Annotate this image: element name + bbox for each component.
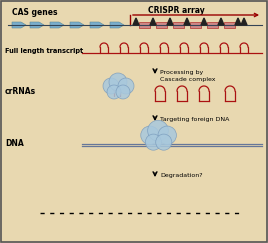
Polygon shape <box>133 18 139 25</box>
Circle shape <box>156 134 172 150</box>
Circle shape <box>158 126 176 144</box>
Text: DNA: DNA <box>5 139 24 148</box>
Polygon shape <box>218 18 224 25</box>
Circle shape <box>109 73 127 91</box>
Circle shape <box>141 126 159 144</box>
Circle shape <box>103 78 119 94</box>
Circle shape <box>148 120 168 141</box>
Polygon shape <box>201 18 207 25</box>
Text: Targeting foreign DNA: Targeting foreign DNA <box>160 117 229 122</box>
FancyArrow shape <box>30 22 44 28</box>
Polygon shape <box>235 18 241 25</box>
Polygon shape <box>241 18 247 25</box>
Bar <box>156 22 167 28</box>
FancyArrow shape <box>50 22 64 28</box>
FancyArrow shape <box>70 22 84 28</box>
Text: crRNAs: crRNAs <box>5 87 36 95</box>
Text: Full length transcript: Full length transcript <box>5 48 83 54</box>
Circle shape <box>118 78 134 94</box>
Bar <box>173 22 184 28</box>
Polygon shape <box>184 18 190 25</box>
FancyArrow shape <box>90 22 104 28</box>
FancyArrow shape <box>12 22 26 28</box>
Circle shape <box>145 134 161 150</box>
Circle shape <box>116 85 130 99</box>
Bar <box>190 22 201 28</box>
Polygon shape <box>150 18 156 25</box>
Bar <box>139 22 150 28</box>
Text: Processing by
Cascade complex: Processing by Cascade complex <box>160 70 215 82</box>
Text: CAS genes: CAS genes <box>12 9 58 17</box>
Bar <box>207 22 218 28</box>
FancyArrow shape <box>110 22 124 28</box>
Circle shape <box>107 85 121 99</box>
Text: Degradation?: Degradation? <box>160 173 203 178</box>
Bar <box>224 22 235 28</box>
Text: CRISPR array: CRISPR array <box>148 7 205 16</box>
Polygon shape <box>167 18 173 25</box>
